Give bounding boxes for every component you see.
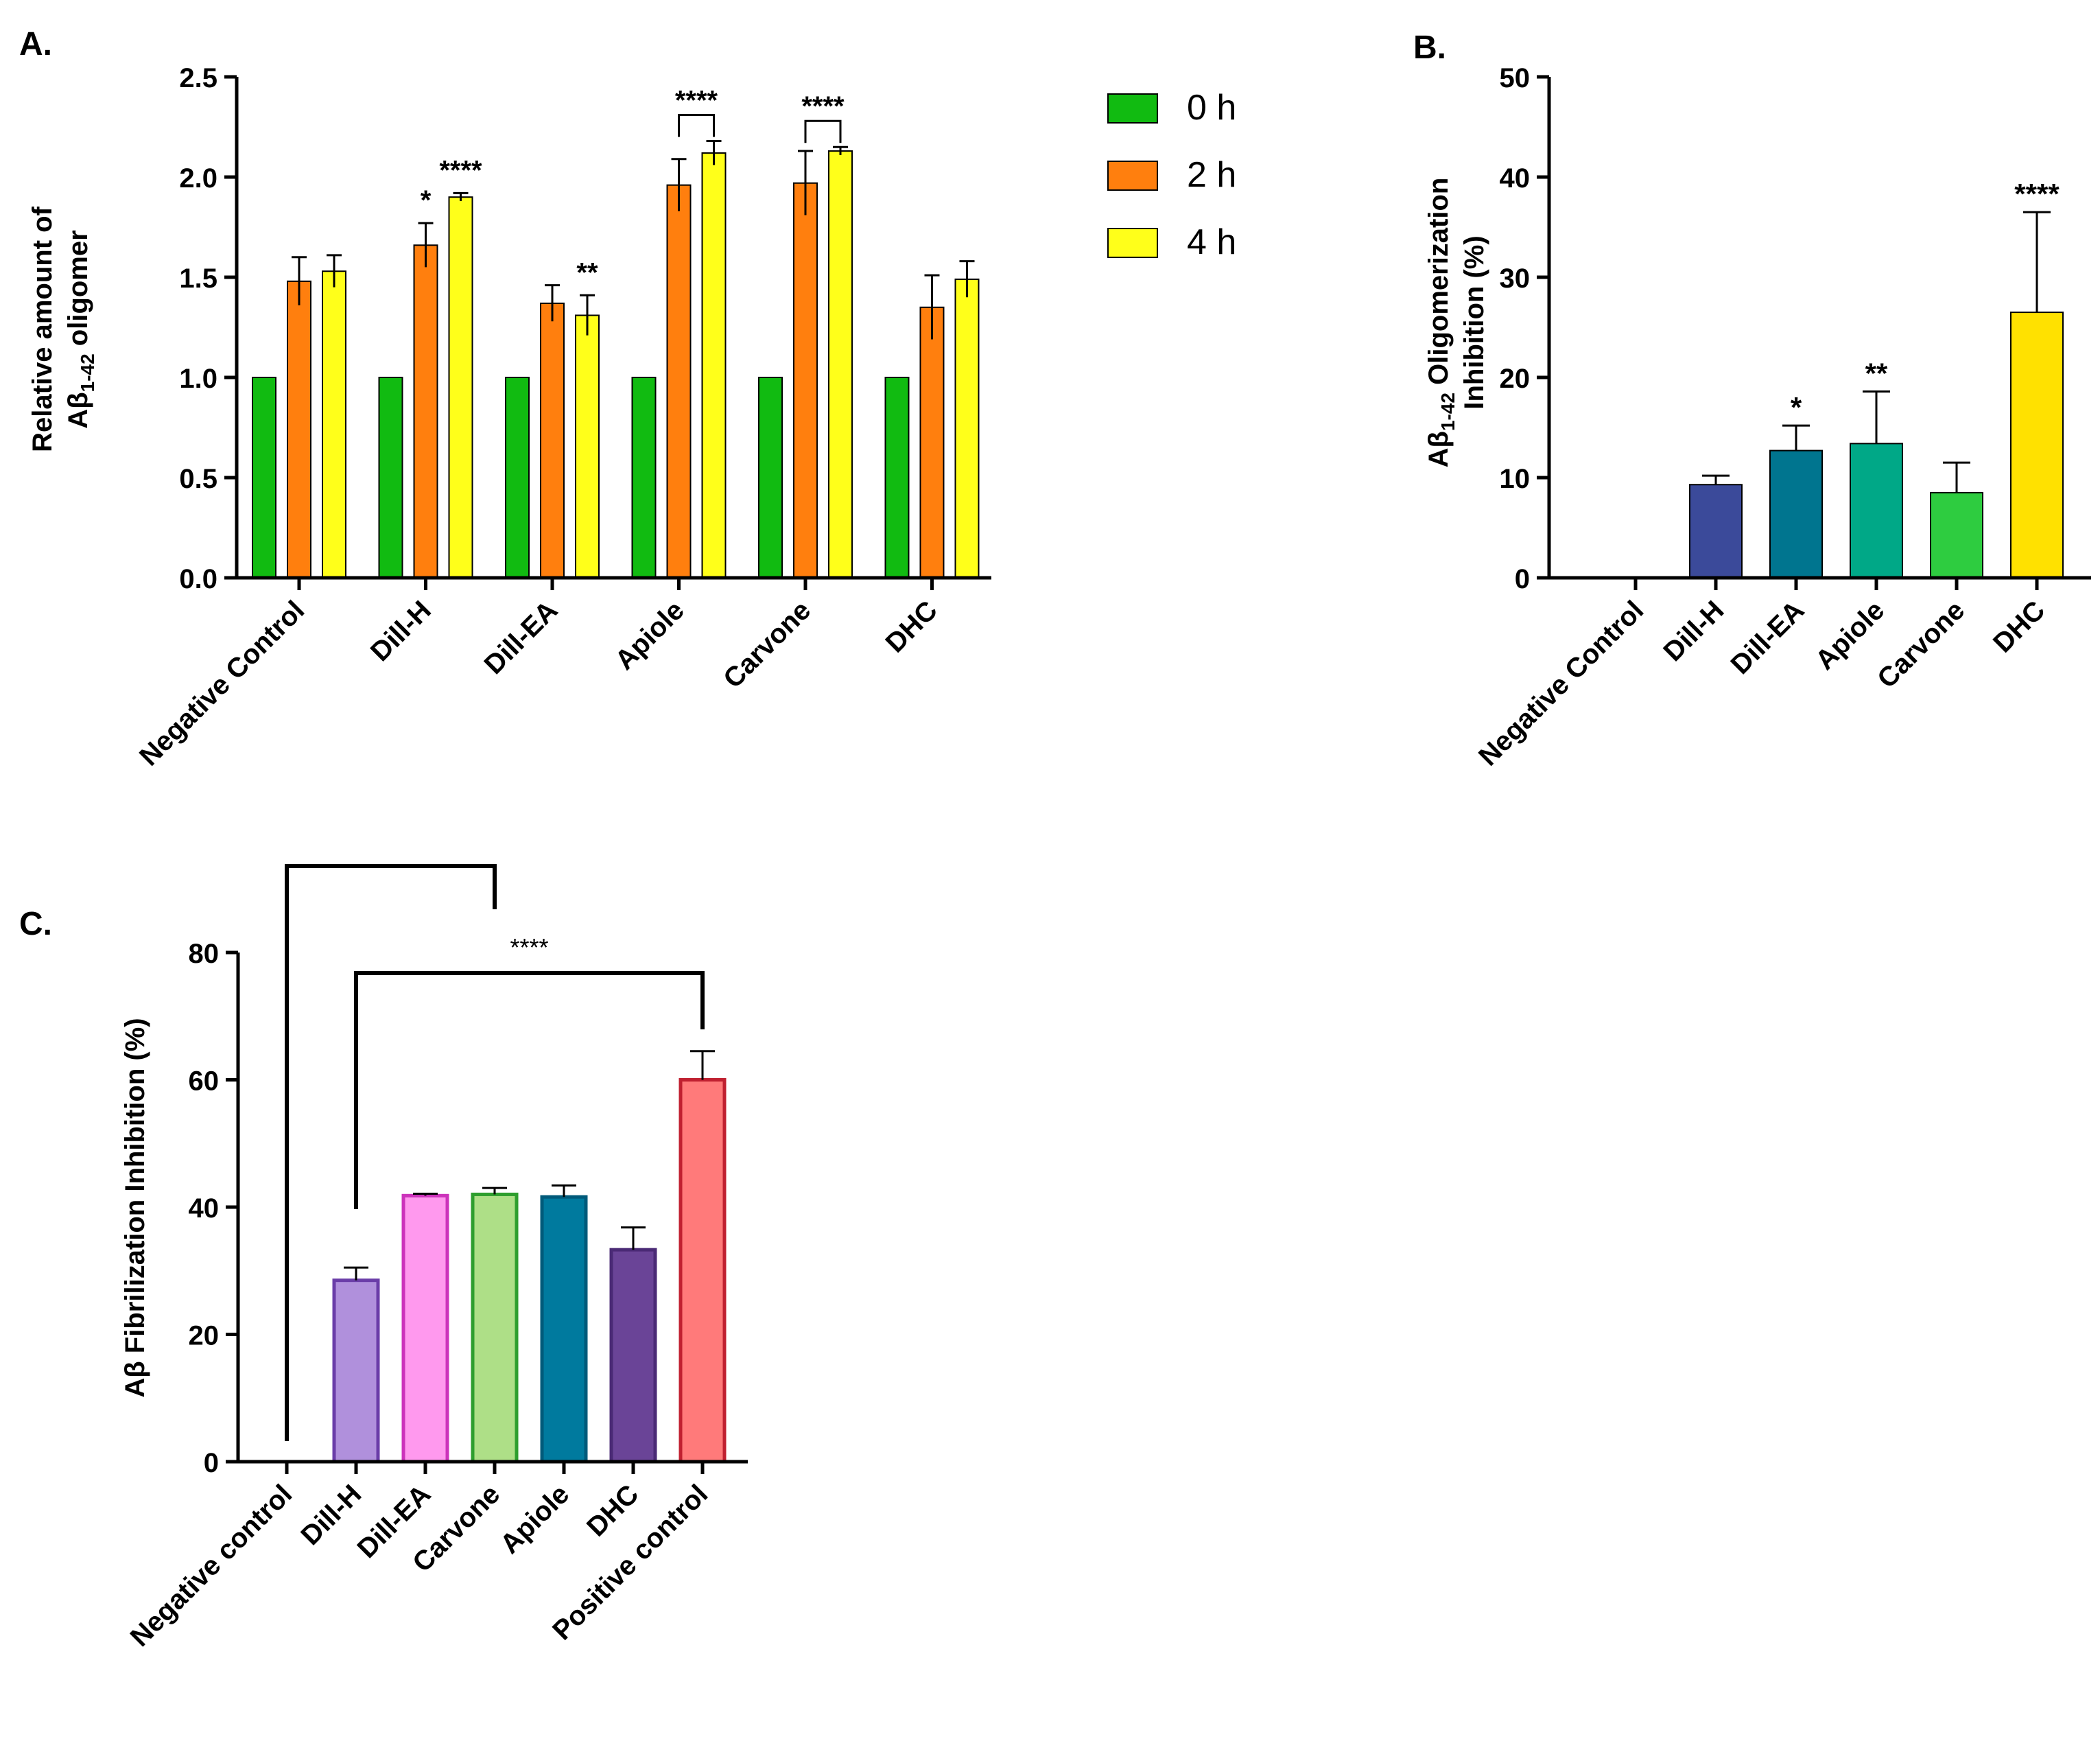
panel-b-annotation-1: ** [1865, 357, 1888, 389]
panel-a-legend-label-0: 0 h [1187, 88, 1236, 128]
panel-a-xtick-label-5: DHC [880, 595, 943, 658]
panel-a-bar-3-0 [631, 377, 657, 579]
panel-a-bar-5-0 [884, 377, 910, 579]
panel-b-bar-3 [1850, 443, 1903, 579]
panel-a-ytick-label-5: 2.5 [179, 63, 217, 93]
panel-a-bar-0-2 [322, 270, 346, 579]
panel-a-bracket-3 [678, 113, 715, 137]
panel-a-bar-4-1 [793, 182, 818, 579]
panel-b: B. Aβ1-42 Oligomerization Inhibition (%)… [1413, 30, 2091, 772]
panel-a-legend: 0 h 2 h 4 h [1107, 88, 1236, 262]
panel-c-bar-5 [609, 1248, 657, 1464]
panel-a-ylabel-line1: Relative amount of [27, 206, 58, 452]
panel-a-ytick-label-3: 1.5 [179, 264, 217, 294]
panel-a-ytick-label-1: 0.5 [179, 464, 217, 494]
panel-a-annotation-1: **** [439, 155, 482, 185]
panel-a-annotation-0: * [421, 185, 432, 215]
panel-a-ytick-label-2: 1.0 [179, 364, 217, 394]
panel-b-xtick-label-2: Dill-EA [1725, 595, 1810, 680]
panel-b-xtick-label-0: Negative Control [1473, 595, 1649, 771]
panel-a-legend-swatch-2 [1107, 228, 1158, 258]
panel-b-label: B. [1413, 30, 1446, 66]
panel-a-annotation-4: **** [801, 91, 845, 121]
panel-c-ylabel: Aβ Fibrilization Inhibition (%) [120, 1018, 150, 1397]
panel-a-ytick-label-0: 0.0 [179, 564, 217, 594]
panel-b-annotation-0: * [1791, 391, 1802, 423]
panel-b-xtick-label-5: DHC [1987, 595, 2051, 658]
panel-b-annotation-2: **** [2014, 178, 2060, 210]
panel-c-bar-6 [679, 1078, 727, 1464]
panel-c-ytick-label-1: 20 [189, 1321, 220, 1351]
panel-c-bar-3 [471, 1192, 519, 1464]
panel-c-ytick-label-2: 40 [189, 1193, 220, 1224]
panel-a-bar-2-1 [540, 302, 565, 579]
panel-a-bar-2-2 [575, 314, 600, 579]
panel-a-bar-5-1 [919, 306, 945, 579]
panel-c-xtick-label-4: Apiole [495, 1479, 576, 1560]
panel-c-ylabel-text: Aβ Fibrilization Inhibition (%) [120, 1018, 150, 1397]
panel-c-bar-4 [540, 1195, 588, 1464]
panel-c-bar-2 [401, 1193, 449, 1464]
panel-a-bar-1-2 [448, 196, 473, 579]
panel-a-legend-swatch-0 [1107, 93, 1158, 124]
panel-b-marks: 0 10 20 30 40 50 Negative Control Dill-HDill-EA… [1473, 63, 2064, 772]
panel-b-bar-5 [2010, 312, 2064, 579]
panel-b-ytick-label-0: 0 [1515, 564, 1530, 594]
panel-a-xtick-label-0: Negative Control [134, 595, 310, 771]
panel-c-bracket-outer [285, 864, 497, 1441]
panel-a-ylabel: Relative amount of Aβ1-42 oligomer [27, 206, 98, 452]
panel-a-xtick-label-3: Apiole [609, 595, 690, 676]
panel-a-bar-2-0 [505, 377, 530, 579]
panel-a-bar-3-1 [666, 184, 692, 579]
panel-c-bracket-inner [354, 971, 705, 1209]
panel-a-xtick-label-2: Dill-EA [479, 595, 564, 680]
panel-a-xtick-label-1: Dill-H [365, 595, 437, 667]
panel-c-ytick-label-0: 0 [204, 1448, 219, 1478]
panel-b-ytick-label-2: 20 [1500, 364, 1531, 394]
panel-a-bar-1-1 [413, 244, 438, 579]
panel-c: C. Aβ Fibrilization Inhibition (%) 0 20 40… [19, 864, 748, 1652]
panel-a-bar-4-2 [828, 150, 853, 579]
panel-a-legend-label-1: 2 h [1187, 155, 1236, 195]
panel-a-ylabel-line2: Aβ1-42 oligomer [63, 230, 98, 428]
panel-b-ylabel-line1: Aβ1-42 Oligomerization [1424, 178, 1459, 468]
panel-b-bar-4 [1930, 491, 1983, 579]
panel-b-ytick-label-1: 10 [1500, 464, 1531, 494]
panel-b-ylabel: Aβ1-42 Oligomerization Inhibition (%) [1424, 178, 1489, 468]
panel-c-label: C. [19, 906, 52, 942]
panel-a-bar-0-0 [252, 377, 276, 579]
panel-a: A. Relative amount of Aβ1-42 oligomer 0.… [19, 26, 1236, 772]
panel-c-ytick-label-4: 80 [189, 939, 220, 969]
panel-b-bar-2 [1769, 449, 1823, 579]
panel-a-bracket-4 [804, 119, 842, 143]
panel-a-ytick-label-4: 2.0 [179, 163, 217, 194]
panel-b-ylabel-line2: Inhibition (%) [1459, 235, 1489, 409]
panel-b-ytick-label-3: 30 [1500, 264, 1531, 294]
panel-a-bar-5-2 [954, 278, 980, 579]
panel-a-xtick-label-4: Carvone [718, 595, 816, 694]
panel-a-legend-swatch-1 [1107, 161, 1158, 191]
panel-b-bar-1 [1689, 484, 1743, 579]
panel-a-bar-4-0 [758, 377, 783, 579]
panel-b-xtick-label-4: Carvone [1872, 595, 1970, 694]
panel-c-xtick-label-0: Negative control [125, 1479, 298, 1652]
panel-a-label: A. [19, 26, 52, 62]
panel-b-ytick-label-5: 50 [1500, 63, 1531, 93]
panel-b-xtick-label-1: Dill-H [1657, 595, 1730, 667]
panel-c-ytick-label-3: 60 [189, 1066, 220, 1097]
panel-c-annotation-0: **** [510, 933, 548, 961]
panel-a-annotation-3: **** [675, 85, 718, 115]
panel-b-ytick-label-4: 40 [1500, 163, 1531, 194]
panel-a-legend-label-2: 4 h [1187, 222, 1236, 262]
panel-a-bar-3-2 [701, 152, 727, 579]
panel-b-xtick-label-3: Apiole [1810, 595, 1891, 676]
panel-a-annotation-2: ** [576, 257, 598, 288]
panel-a-bar-1-0 [378, 377, 403, 579]
panel-a-bar-0-1 [287, 280, 311, 579]
panel-c-xtick-label-5: DHC [581, 1479, 644, 1542]
panel-a-marks: 0.0 0.5 1.0 1.5 2.0 2.5 Negative Control Dill-H… [134, 63, 980, 772]
panel-c-bar-1 [332, 1278, 380, 1464]
